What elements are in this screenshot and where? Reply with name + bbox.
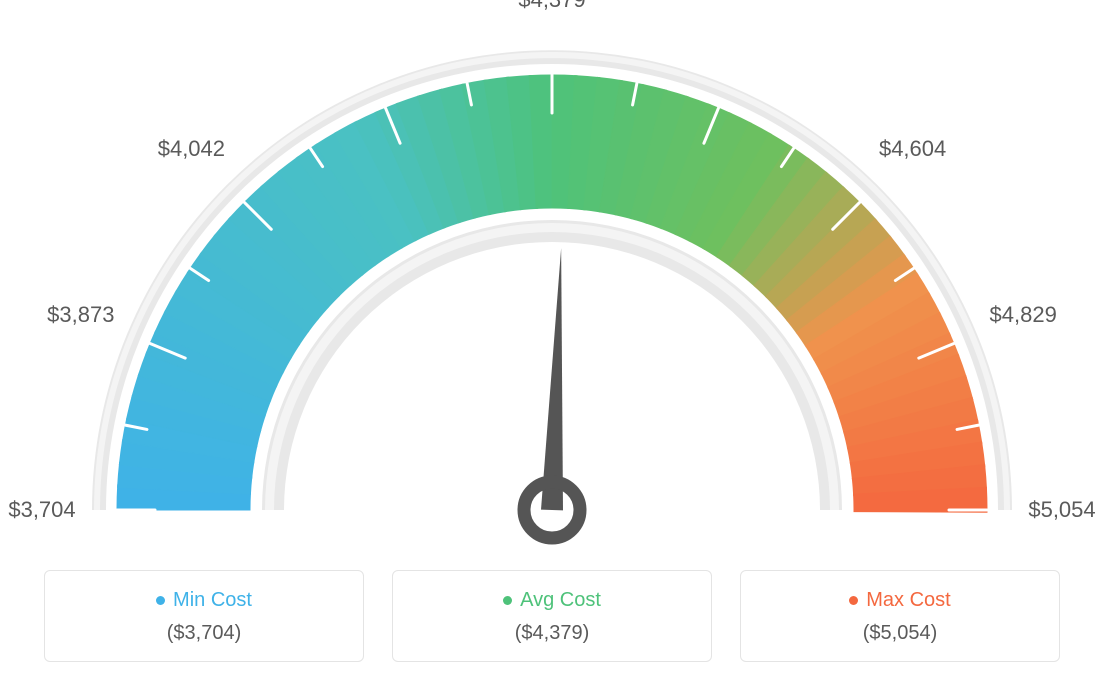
gauge-tick-label: $3,704 xyxy=(8,497,75,523)
legend-label: Avg Cost xyxy=(520,589,601,612)
gauge-tick-label: $3,873 xyxy=(47,302,114,328)
gauge-tick-label: $4,604 xyxy=(879,136,946,162)
legend-title-max: Max Cost xyxy=(849,589,950,612)
legend-card-avg: Avg Cost ($4,379) xyxy=(392,570,712,662)
gauge-svg xyxy=(0,0,1104,560)
legend-label: Max Cost xyxy=(866,589,950,612)
legend-label: Min Cost xyxy=(173,589,252,612)
gauge-tick-label: $4,829 xyxy=(990,302,1057,328)
dot-icon xyxy=(849,596,858,605)
gauge-tick-label: $4,042 xyxy=(158,136,225,162)
legend-row: Min Cost ($3,704) Avg Cost ($4,379) Max … xyxy=(0,570,1104,662)
dot-icon xyxy=(156,596,165,605)
legend-card-max: Max Cost ($5,054) xyxy=(740,570,1060,662)
dot-icon xyxy=(503,596,512,605)
legend-value: ($3,704) xyxy=(57,622,351,645)
gauge-chart: $3,704 $3,873 $4,042 $4,379 $4,604 $4,829 $5,0… xyxy=(0,0,1104,560)
legend-value: ($5,054) xyxy=(753,622,1047,645)
legend-title-min: Min Cost xyxy=(156,589,252,612)
legend-card-min: Min Cost ($3,704) xyxy=(44,570,364,662)
legend-title-avg: Avg Cost xyxy=(503,589,601,612)
legend-value: ($4,379) xyxy=(405,622,699,645)
gauge-tick-label: $4,379 xyxy=(518,0,585,13)
gauge-tick-label: $5,054 xyxy=(1028,497,1095,523)
